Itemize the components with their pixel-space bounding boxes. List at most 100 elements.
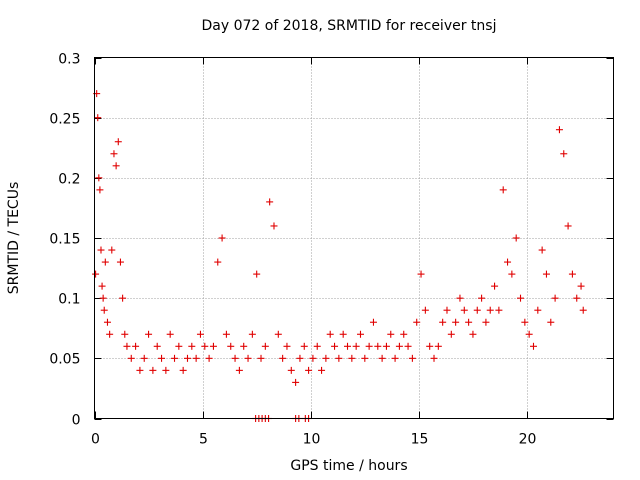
data-point: [564, 222, 572, 230]
data-point: [361, 354, 369, 362]
data-point: [175, 342, 183, 350]
data-point: [465, 318, 473, 326]
data-point: [179, 366, 187, 374]
x-tick-label: 0: [91, 432, 100, 448]
data-point: [447, 330, 455, 338]
data-point: [274, 330, 282, 338]
data-point: [300, 342, 308, 350]
y-tick-label: 0.1: [58, 292, 80, 308]
x-axis-label: GPS time / hours: [290, 458, 407, 474]
data-point: [421, 306, 429, 314]
data-point: [473, 306, 481, 314]
data-point: [348, 354, 356, 362]
x-tick-label: 5: [199, 432, 208, 448]
data-point: [391, 354, 399, 362]
data-point: [439, 318, 447, 326]
data-point: [521, 318, 529, 326]
data-point: [408, 354, 416, 362]
data-point: [112, 162, 120, 170]
data-point: [482, 318, 490, 326]
data-point: [218, 234, 226, 242]
data-point: [183, 354, 191, 362]
data-point: [94, 114, 102, 122]
data-point: [508, 270, 516, 278]
plot-frame: [94, 57, 614, 419]
data-point: [426, 342, 434, 350]
data-point: [119, 294, 127, 302]
data-point: [400, 330, 408, 338]
data-point: [162, 366, 170, 374]
data-point: [495, 306, 503, 314]
data-point: [456, 294, 464, 302]
data-point: [98, 282, 106, 290]
data-point: [352, 342, 360, 350]
data-point: [121, 330, 129, 338]
data-point: [132, 342, 140, 350]
data-point: [491, 282, 499, 290]
data-point: [171, 354, 179, 362]
data-point: [95, 174, 103, 182]
data-point: [123, 342, 131, 350]
x-tick-label: 20: [519, 432, 537, 448]
data-point: [374, 342, 382, 350]
data-point: [331, 342, 339, 350]
data-point: [110, 150, 118, 158]
data-point: [430, 354, 438, 362]
data-point: [99, 294, 107, 302]
data-point: [101, 258, 109, 266]
data-points: [92, 90, 587, 422]
data-point: [356, 330, 364, 338]
data-point: [512, 234, 520, 242]
data-point: [534, 306, 542, 314]
data-point: [192, 354, 200, 362]
data-point: [318, 366, 326, 374]
data-point: [313, 342, 321, 350]
data-point: [305, 366, 313, 374]
data-point: [136, 366, 144, 374]
data-point: [525, 330, 533, 338]
data-point: [240, 342, 248, 350]
data-point: [555, 126, 563, 134]
data-point: [257, 354, 265, 362]
data-point: [114, 138, 122, 146]
data-point: [529, 342, 537, 350]
data-point: [106, 330, 114, 338]
data-point: [253, 270, 261, 278]
data-point: [339, 330, 347, 338]
data-point: [579, 306, 587, 314]
x-tick-label: 10: [303, 432, 321, 448]
data-point: [127, 354, 135, 362]
data-point: [92, 270, 100, 278]
data-point: [577, 282, 585, 290]
data-point: [296, 354, 304, 362]
data-point: [460, 306, 468, 314]
data-point: [547, 318, 555, 326]
data-point: [149, 366, 157, 374]
data-point: [382, 342, 390, 350]
data-point: [235, 366, 243, 374]
data-point: [387, 330, 395, 338]
data-point: [205, 354, 213, 362]
y-tick-label: 0.25: [49, 112, 80, 128]
data-point: [96, 186, 104, 194]
data-point: [103, 318, 111, 326]
data-point: [214, 258, 222, 266]
grid: [94, 57, 614, 419]
data-point: [97, 246, 105, 254]
x-tick-label: 15: [411, 432, 429, 448]
data-point: [231, 354, 239, 362]
data-point: [443, 306, 451, 314]
data-point: [266, 198, 274, 206]
y-tick-label: 0.2: [58, 172, 80, 188]
data-point: [499, 186, 507, 194]
data-point: [261, 342, 269, 350]
data-point: [287, 366, 295, 374]
data-point: [196, 330, 204, 338]
axis-ticks: 0 0.05 0.1 0.15 0.2 0.25 0.3 0 5 10 15 20: [49, 52, 614, 448]
data-point: [538, 246, 546, 254]
data-point: [248, 330, 256, 338]
data-point: [404, 342, 412, 350]
data-point: [227, 342, 235, 350]
data-point: [568, 270, 576, 278]
data-point: [478, 294, 486, 302]
